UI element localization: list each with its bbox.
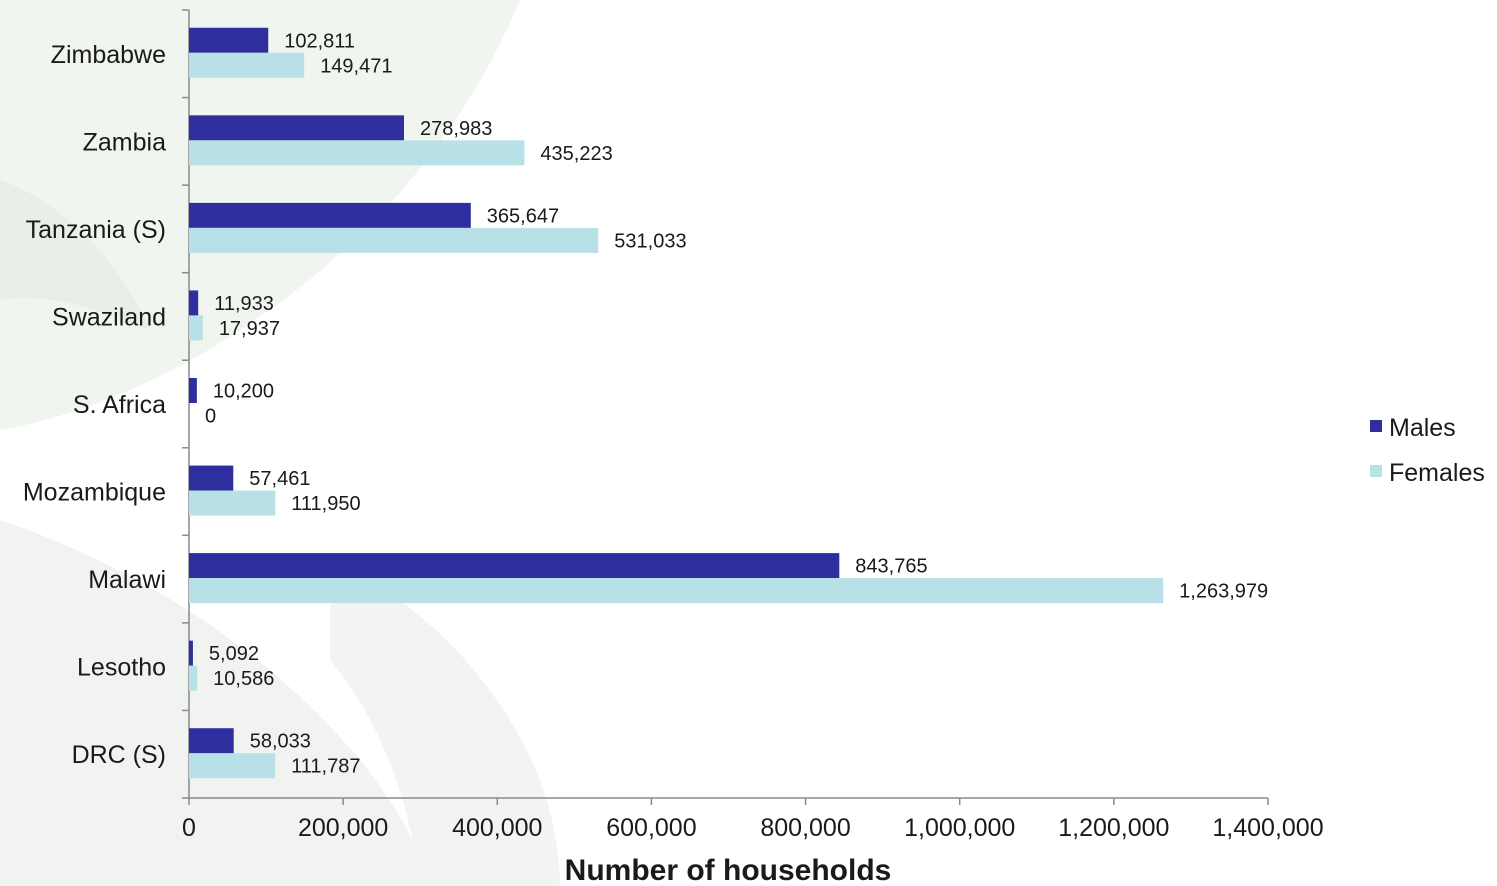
bar-value-label: 58,033 (250, 731, 311, 753)
bar-males (189, 27, 269, 53)
legend: Males Females (1370, 414, 1485, 487)
bar-value-label: 111,787 (291, 756, 360, 778)
bar-value-label: 5,092 (209, 643, 259, 665)
bar-females (189, 665, 198, 691)
bar-value-label: 11,933 (214, 293, 274, 315)
category-label: Tanzania (S) (26, 216, 166, 244)
bar-value-label: 531,033 (614, 230, 686, 252)
x-tick-label: 0 (182, 814, 196, 842)
x-tick-label: 600,000 (606, 814, 696, 842)
x-tick-label: 1,200,000 (1058, 814, 1169, 842)
x-tick-label: 1,000,000 (904, 814, 1015, 842)
bar-males (189, 115, 405, 141)
legend-swatch-females (1370, 465, 1382, 477)
bar-value-label: 57,461 (249, 468, 310, 490)
bar-males (189, 640, 193, 666)
bar-value-label: 843,765 (855, 556, 927, 578)
x-axis-title: Number of households (565, 854, 892, 886)
bar-males (189, 728, 234, 754)
x-tick-label: 800,000 (760, 814, 850, 842)
bar-females (189, 315, 203, 341)
bar-value-label: 17,937 (219, 318, 280, 340)
x-tick-label: 1,400,000 (1212, 814, 1323, 842)
bar-males (189, 378, 197, 403)
bar-females (189, 227, 599, 253)
data-labels: 58,033 111,787 5,092 10,586 843,765 1,263,979… (205, 30, 1268, 777)
bar-females (189, 52, 305, 78)
category-label: Malawi (88, 566, 166, 594)
bar-value-label: 365,647 (487, 205, 559, 227)
bar-males (189, 465, 234, 491)
legend-label-males: Males (1389, 414, 1456, 442)
bar-males (189, 202, 471, 228)
bar-females (189, 578, 1164, 604)
category-label: Zimbabwe (51, 41, 166, 69)
bars (189, 27, 1164, 779)
bar-value-label: 0 (205, 406, 216, 428)
x-tick-label: 400,000 (452, 814, 542, 842)
x-tick-label: 200,000 (298, 814, 388, 842)
bar-value-label: 111,950 (291, 493, 360, 515)
y-axis: DRC (S) Lesotho Malawi Mozambique S. Africa S… (23, 9, 190, 799)
category-label: DRC (S) (72, 741, 166, 769)
bar-value-label: 278,983 (420, 118, 492, 140)
bar-value-label: 102,811 (284, 30, 355, 52)
bar-males (189, 553, 840, 579)
bar-value-label: 10,200 (213, 381, 274, 403)
bar-females (189, 490, 276, 516)
category-label: S. Africa (73, 391, 166, 419)
bar-value-label: 149,471 (320, 55, 392, 77)
bar-value-label: 435,223 (540, 143, 612, 165)
x-axis: 0 200,000 400,000 600,000 800,000 1,000,000 1,… (182, 797, 1324, 842)
legend-swatch-males (1370, 420, 1382, 432)
legend-label-females: Females (1389, 459, 1485, 487)
bar-value-label: 1,263,979 (1179, 581, 1268, 603)
category-label: Swaziland (52, 303, 166, 331)
bar-females (189, 753, 276, 779)
category-label: Mozambique (23, 479, 166, 507)
bar-value-label: 10,586 (213, 668, 274, 690)
bar-females (189, 140, 525, 166)
category-label: Zambia (83, 128, 166, 156)
bar-males (189, 290, 199, 316)
category-label: Lesotho (77, 654, 166, 682)
